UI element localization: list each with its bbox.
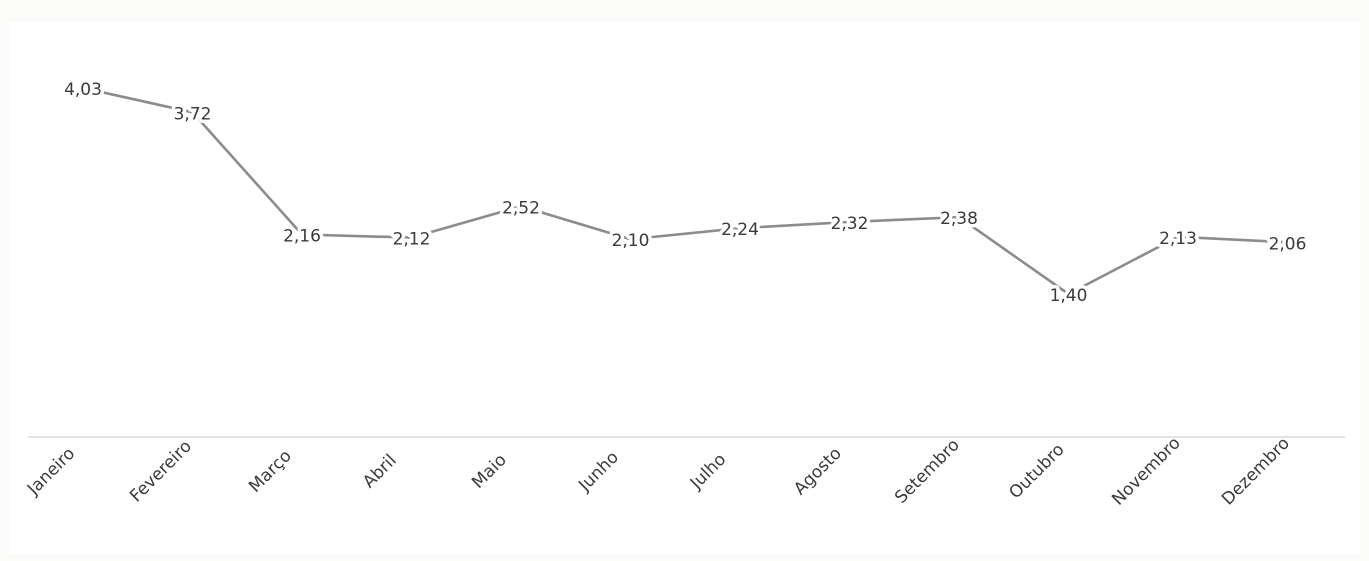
- data-label: 2,06: [1269, 234, 1307, 254]
- data-label: 4,03: [64, 80, 102, 100]
- x-tick-label: Abril: [359, 451, 401, 493]
- x-tick-label: Fevereiro: [126, 437, 196, 507]
- data-label: 2,38: [940, 209, 978, 229]
- x-tick-label: Setembro: [891, 435, 964, 508]
- data-label: 2,13: [1159, 229, 1197, 249]
- x-tick-label: Agosto: [790, 444, 846, 500]
- x-tick-label: Março: [245, 446, 296, 497]
- data-label: 2,32: [831, 214, 869, 234]
- x-tick-label: Janeiro: [23, 444, 79, 500]
- chart-area: [10, 22, 1360, 554]
- x-tick-label: Dezembro: [1218, 434, 1294, 510]
- data-label: 2,16: [283, 226, 321, 246]
- x-tick-label: Outubro: [1005, 440, 1068, 503]
- x-tick-label: Maio: [468, 450, 511, 493]
- data-label: 2,10: [612, 231, 650, 251]
- data-label: 2,52: [502, 198, 540, 218]
- data-label: 2,12: [393, 230, 431, 250]
- x-tick-label: Junho: [574, 448, 623, 497]
- x-tick-label: Julho: [686, 450, 730, 494]
- x-tick-label: Novembro: [1108, 433, 1184, 509]
- series-line: [82, 86, 1288, 296]
- data-label: 1,40: [1050, 286, 1088, 306]
- data-label: 3,72: [174, 104, 212, 124]
- data-label: 2,24: [721, 220, 759, 240]
